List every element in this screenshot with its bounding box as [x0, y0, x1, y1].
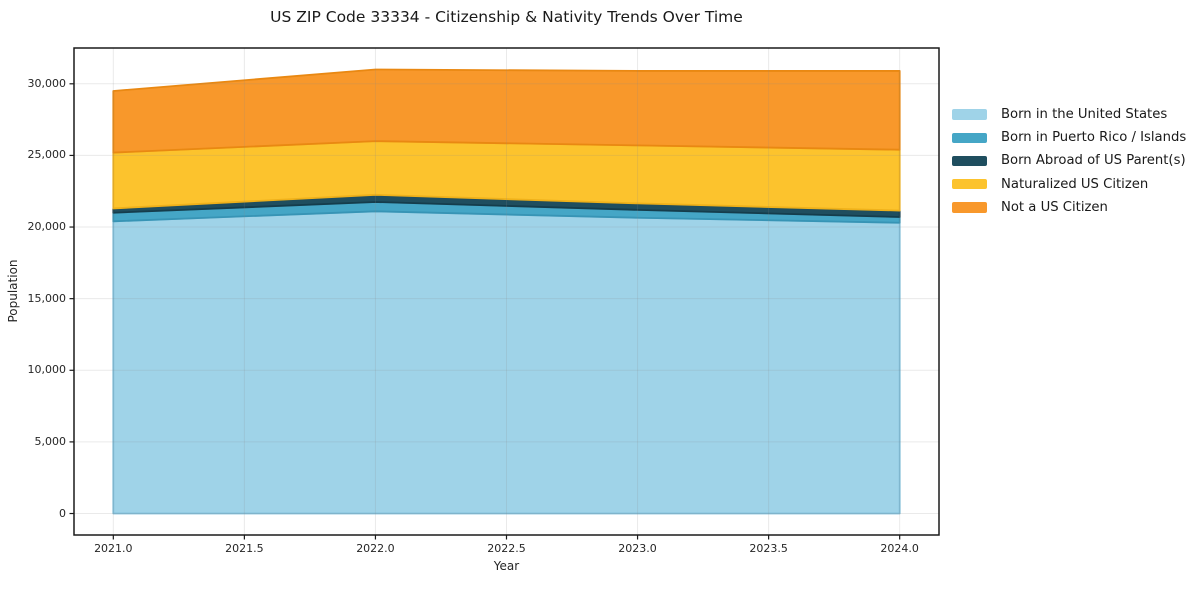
legend-item: Naturalized US Citizen	[952, 173, 1186, 196]
x-axis-title: Year	[493, 559, 520, 573]
legend-label: Born in Puerto Rico / Islands	[1001, 130, 1187, 146]
x-tick-label: 2023.5	[749, 542, 788, 555]
y-tick-label: 10,000	[27, 363, 67, 377]
legend-item: Born in Puerto Rico / Islands	[952, 126, 1186, 149]
y-tick-label: 5,000	[34, 434, 67, 448]
y-tick-label: 25,000	[27, 148, 67, 162]
legend-swatch-icon	[952, 132, 987, 144]
legend-label: Naturalized US Citizen	[1001, 176, 1149, 192]
x-tick-label: 2021.5	[225, 542, 264, 555]
x-tick-label: 2021.0	[94, 542, 133, 555]
area-series-4	[112, 68, 901, 154]
legend: Born in the United States Born in Puerto …	[952, 103, 1186, 219]
legend-item: Not a US Citizen	[952, 196, 1186, 219]
legend-item: Born in the United States	[952, 103, 1186, 126]
legend-swatch-icon	[952, 155, 987, 167]
x-tick-label: 2024.0	[880, 542, 919, 555]
y-tick-label: 20,000	[27, 220, 67, 234]
legend-label: Born Abroad of US Parent(s)	[1001, 153, 1186, 169]
legend-swatch-icon	[952, 109, 987, 120]
y-tick-label: 0	[59, 506, 66, 520]
chart-title: US ZIP Code 33334 - Citizenship & Nativi…	[270, 8, 743, 26]
x-tick-label: 2022.5	[487, 542, 526, 555]
legend-label: Born in the United States	[1001, 107, 1168, 123]
y-axis-title: Population	[6, 259, 20, 323]
x-tick-label: 2023.0	[618, 542, 657, 555]
legend-swatch-icon	[952, 178, 987, 190]
legend-label: Not a US Citizen	[1001, 199, 1108, 215]
x-tick-label: 2022.0	[356, 542, 395, 555]
legend-item: Born Abroad of US Parent(s)	[952, 149, 1186, 172]
y-tick-label: 30,000	[27, 76, 67, 90]
legend-swatch-icon	[952, 202, 987, 213]
y-tick-label: 15,000	[27, 291, 67, 305]
